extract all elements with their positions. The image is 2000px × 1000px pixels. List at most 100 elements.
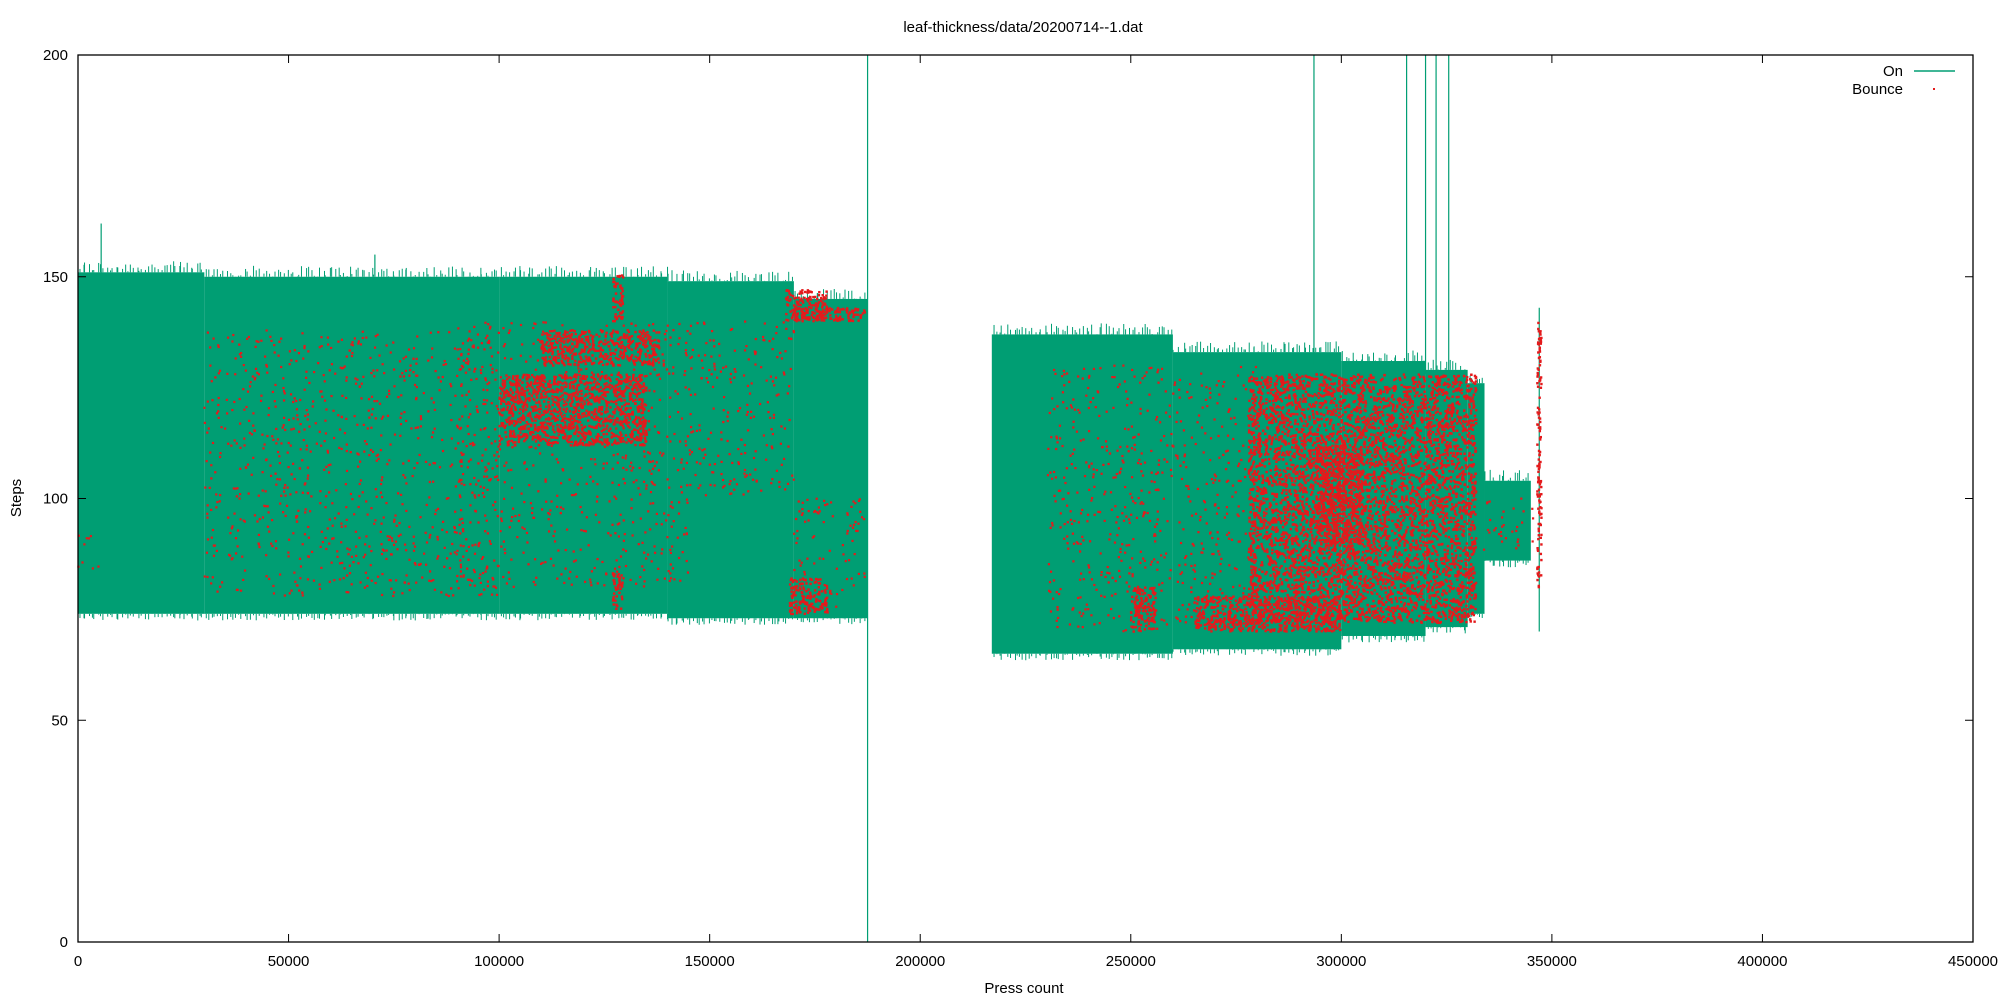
bounce-point bbox=[1326, 611, 1329, 614]
bounce-point bbox=[1307, 628, 1311, 632]
bounce-point bbox=[802, 316, 805, 320]
bounce-point bbox=[802, 586, 805, 589]
bounce-point bbox=[789, 310, 792, 313]
bounce-point bbox=[806, 611, 810, 614]
bounce-point bbox=[565, 385, 568, 388]
bounce-point bbox=[794, 296, 798, 300]
bounce-point bbox=[591, 345, 595, 348]
bounce-point bbox=[1233, 626, 1236, 629]
bounce-point bbox=[1147, 616, 1150, 620]
bounce-point bbox=[1246, 622, 1250, 626]
bounce-point bbox=[639, 422, 643, 425]
bounce-point bbox=[539, 415, 542, 418]
bounce-point bbox=[547, 359, 551, 363]
bounce-point bbox=[802, 588, 806, 591]
bounce-point bbox=[573, 380, 576, 384]
bounce-point bbox=[1137, 616, 1141, 619]
bounce-point bbox=[806, 318, 810, 321]
bounce-point bbox=[592, 443, 595, 446]
bounce-point bbox=[583, 360, 586, 363]
bounce-point bbox=[554, 440, 558, 444]
bounce-point bbox=[828, 310, 831, 313]
bounce-point bbox=[563, 432, 567, 436]
bounce-point bbox=[1264, 610, 1268, 614]
bounce-point bbox=[629, 406, 632, 410]
bounce-point bbox=[1214, 606, 1217, 609]
bounce-point bbox=[614, 348, 618, 351]
bounce-point bbox=[539, 381, 542, 384]
bounce-point bbox=[577, 335, 581, 339]
bounce-point bbox=[562, 435, 565, 439]
bounce-point bbox=[1222, 621, 1226, 624]
bounce-point bbox=[820, 319, 823, 322]
bounce-point bbox=[1277, 630, 1280, 633]
bounce-point bbox=[617, 381, 621, 385]
bounce-point bbox=[538, 417, 541, 420]
bounce-point bbox=[845, 311, 849, 314]
bounce-point bbox=[1333, 625, 1337, 628]
bounce-point bbox=[583, 432, 587, 435]
bounce-point bbox=[620, 297, 624, 300]
bounce-point bbox=[790, 577, 793, 580]
bounce-point bbox=[615, 399, 618, 403]
bounce-point bbox=[630, 355, 633, 359]
bounce-point bbox=[1203, 596, 1207, 599]
bounce-point bbox=[528, 384, 531, 388]
bounce-point bbox=[538, 384, 542, 388]
bounce-point bbox=[1207, 599, 1210, 603]
bounce-point bbox=[1471, 396, 1474, 399]
bounce-point bbox=[547, 438, 551, 442]
bounce-point bbox=[795, 600, 798, 603]
bounce-point bbox=[1266, 603, 1269, 606]
bounce-point bbox=[538, 411, 541, 414]
bounce-point bbox=[548, 339, 551, 342]
bounce-point bbox=[809, 298, 813, 301]
bounce-point bbox=[1287, 614, 1291, 618]
bounce-point bbox=[590, 387, 594, 390]
bounce-point bbox=[595, 388, 598, 391]
bounce-point bbox=[603, 393, 606, 396]
bounce-point bbox=[632, 373, 635, 377]
bounce-point bbox=[1446, 459, 1450, 463]
bounce-point bbox=[861, 312, 865, 315]
bounce-point bbox=[1324, 614, 1327, 617]
bounce-point bbox=[653, 353, 656, 357]
bounce-point bbox=[575, 440, 578, 444]
bounce-point bbox=[563, 335, 567, 338]
bounce-point bbox=[500, 422, 503, 425]
bounce-point bbox=[566, 399, 569, 402]
bounce-point bbox=[605, 377, 608, 381]
bounce-point bbox=[588, 441, 591, 444]
bounce-point bbox=[511, 382, 514, 385]
bounce-point bbox=[634, 417, 638, 421]
bounce-point bbox=[524, 408, 528, 411]
bounce-point bbox=[583, 400, 586, 403]
bounce-point bbox=[518, 396, 521, 400]
bounce-point bbox=[541, 333, 544, 336]
bounce-point bbox=[615, 434, 618, 437]
bounce-point bbox=[1141, 602, 1144, 605]
bounce-point bbox=[1309, 628, 1312, 632]
bounce-point bbox=[1375, 527, 1378, 531]
bounce-point bbox=[583, 402, 586, 406]
bounce-point bbox=[616, 587, 619, 590]
bounce-point bbox=[810, 314, 814, 317]
bounce-point bbox=[1326, 614, 1329, 617]
bounce-point bbox=[1224, 605, 1227, 608]
bounce-point bbox=[577, 430, 580, 434]
bounce-point bbox=[637, 384, 641, 387]
bounce-point bbox=[575, 407, 578, 410]
bounce-point bbox=[653, 351, 656, 354]
bounce-point bbox=[799, 602, 802, 605]
bounce-point bbox=[508, 435, 512, 438]
bounce-point bbox=[604, 419, 607, 423]
bounce-point bbox=[500, 409, 504, 412]
bounce-point bbox=[542, 346, 545, 349]
bounce-point bbox=[540, 392, 543, 396]
bounce-point bbox=[798, 582, 802, 586]
bounce-point bbox=[821, 603, 824, 607]
bounce-point bbox=[520, 417, 523, 420]
bounce-point bbox=[1276, 514, 1280, 517]
bounce-point bbox=[802, 595, 806, 599]
bounce-point bbox=[617, 379, 621, 383]
